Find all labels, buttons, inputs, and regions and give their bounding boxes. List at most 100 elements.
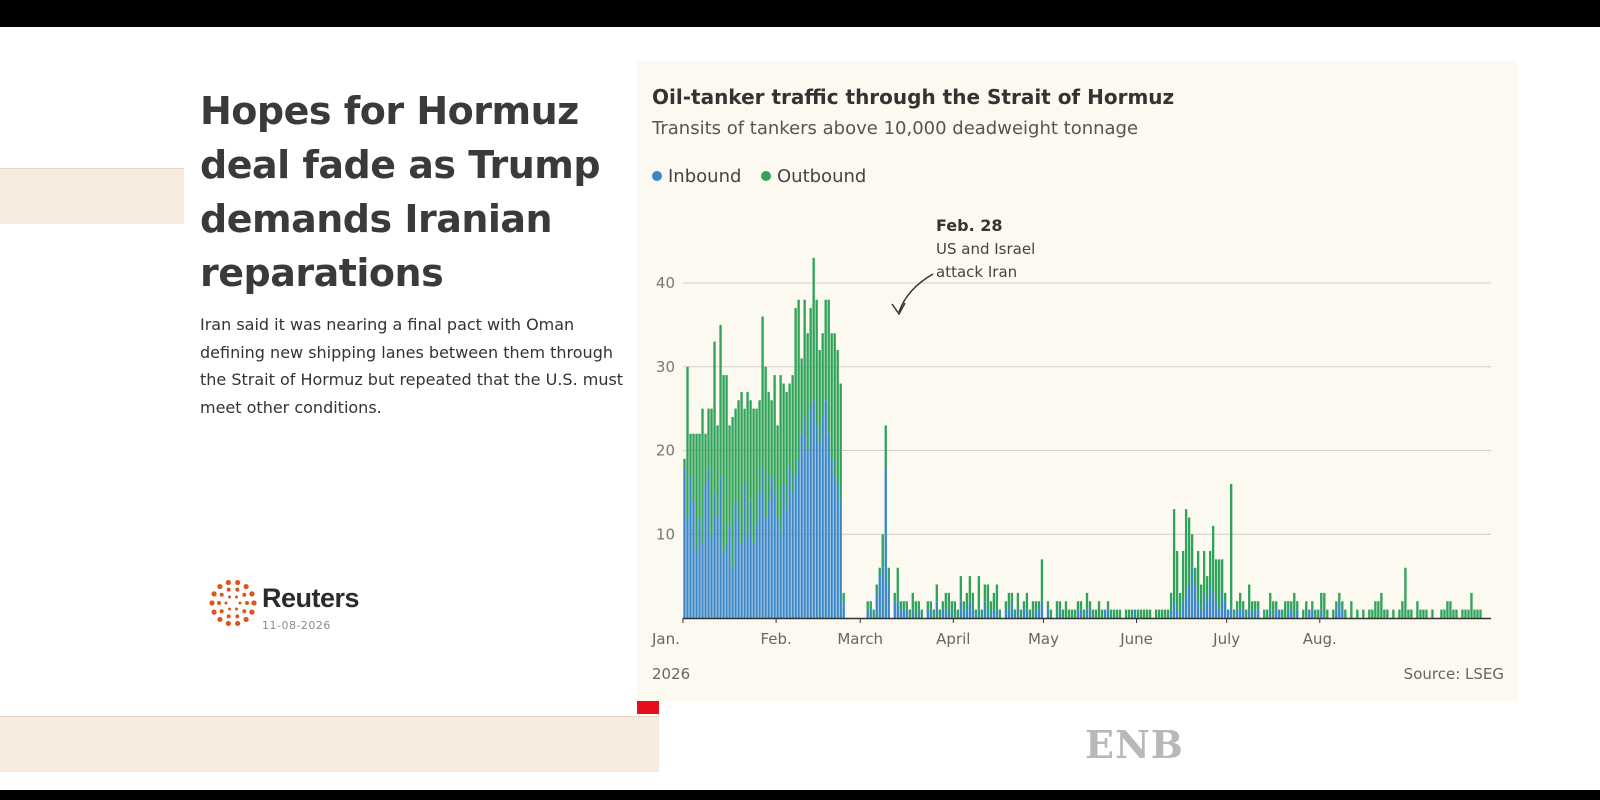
bar-outbound — [878, 567, 881, 577]
bar-outbound — [812, 257, 815, 401]
bar-outbound — [1124, 609, 1128, 618]
y-tick-label: 10 — [656, 525, 675, 543]
chart-x-axis: Jan. Feb. March April May June July Aug. — [651, 617, 1491, 648]
bar-outbound — [728, 425, 731, 526]
bar-outbound — [713, 341, 716, 493]
annotation-text: US and Israel attack Iran — [936, 240, 1035, 281]
bar-outbound — [1088, 601, 1092, 610]
bar-inbound — [689, 475, 692, 618]
bar-inbound — [926, 609, 929, 618]
logo-dot — [235, 587, 240, 592]
bar-outbound — [1302, 609, 1305, 618]
bar-inbound — [1211, 592, 1215, 618]
bar-outbound — [692, 433, 695, 501]
bar-outbound — [1127, 609, 1131, 618]
bar-inbound — [1133, 609, 1137, 618]
publish-date: 11-08-2026 — [262, 619, 331, 632]
bar-outbound — [836, 350, 839, 484]
logo-dot — [225, 620, 231, 627]
bar-inbound — [788, 467, 791, 618]
x-tick-label: April — [936, 630, 970, 648]
bar-outbound — [1233, 609, 1236, 618]
bar-inbound — [1040, 601, 1044, 618]
bar-inbound — [1335, 609, 1338, 618]
bar-outbound — [1118, 609, 1122, 618]
bar-outbound — [905, 601, 908, 610]
bar-inbound — [902, 609, 905, 618]
bar-inbound — [1236, 609, 1239, 618]
bar-inbound — [725, 542, 728, 618]
bar-inbound — [1034, 609, 1038, 618]
bar-outbound — [1290, 601, 1293, 610]
logo-dot — [243, 616, 249, 623]
bar-inbound — [833, 475, 836, 618]
bar-outbound — [989, 601, 993, 618]
logo-dot — [251, 600, 257, 606]
bar-outbound — [944, 592, 947, 610]
bar-outbound — [1350, 601, 1353, 618]
bar-outbound — [710, 408, 713, 535]
bar-outbound — [995, 584, 999, 610]
bar-outbound — [791, 375, 794, 493]
bar-inbound — [752, 542, 755, 618]
y-tick-label: 20 — [656, 442, 675, 460]
bar-outbound — [1055, 601, 1059, 618]
bar-inbound — [1184, 592, 1188, 618]
bar-outbound — [776, 425, 779, 518]
logo-dot — [238, 601, 242, 605]
bar-outbound — [1211, 525, 1215, 593]
article-headline: Hopes for Hormuz deal fade as Trump dema… — [200, 89, 601, 295]
bar-outbound — [1160, 609, 1164, 618]
bar-outbound — [752, 408, 755, 543]
bar-outbound — [824, 299, 827, 401]
bar-outbound — [1374, 601, 1377, 618]
bar-outbound — [956, 609, 960, 618]
bar-outbound — [1067, 609, 1071, 618]
logo-dot — [235, 620, 241, 627]
bar-outbound — [1181, 551, 1185, 602]
bar-outbound — [1109, 609, 1113, 618]
bar-outbound — [683, 458, 686, 468]
bar-inbound — [1175, 609, 1179, 618]
chart-panel: Oil-tanker traffic through the Strait of… — [637, 61, 1518, 701]
bar-outbound — [1022, 601, 1026, 610]
bar-inbound — [755, 525, 758, 618]
bar-outbound — [782, 383, 785, 484]
bar-inbound — [983, 601, 987, 618]
bar-outbound — [1473, 609, 1476, 618]
logo-dot — [219, 592, 224, 597]
bar-inbound — [803, 417, 806, 618]
bar-outbound — [1470, 592, 1473, 618]
bar-inbound — [791, 492, 794, 618]
bar-outbound — [1305, 601, 1308, 618]
bar-inbound — [1217, 609, 1221, 618]
bar-outbound — [749, 400, 752, 501]
bar-inbound — [1220, 592, 1224, 618]
bar-outbound — [1004, 601, 1008, 610]
bar-inbound — [1308, 609, 1311, 618]
bar-outbound — [1208, 551, 1212, 585]
bar-inbound — [1106, 609, 1110, 618]
bar-outbound — [1443, 609, 1446, 618]
bar-inbound — [809, 408, 812, 618]
bar-outbound — [938, 609, 941, 618]
bar-outbound — [1187, 517, 1191, 585]
bar-outbound — [1154, 609, 1158, 618]
bar-outbound — [1461, 609, 1464, 618]
x-tick-label: June — [1119, 630, 1153, 648]
bar-outbound — [1019, 609, 1023, 618]
legend-outbound-label: Outbound — [777, 166, 866, 187]
bar-outbound — [1061, 609, 1065, 618]
bar-inbound — [770, 475, 773, 618]
bar-outbound — [950, 601, 954, 610]
bar-inbound — [962, 609, 966, 618]
bar-outbound — [962, 601, 966, 610]
bar-inbound — [704, 484, 707, 618]
bar-outbound — [974, 609, 978, 618]
bar-outbound — [1190, 534, 1194, 568]
bar-inbound — [758, 492, 761, 618]
bar-outbound — [866, 601, 869, 610]
bar-inbound — [869, 609, 872, 618]
bar-outbound — [1223, 592, 1227, 602]
bar-outbound — [785, 391, 788, 510]
